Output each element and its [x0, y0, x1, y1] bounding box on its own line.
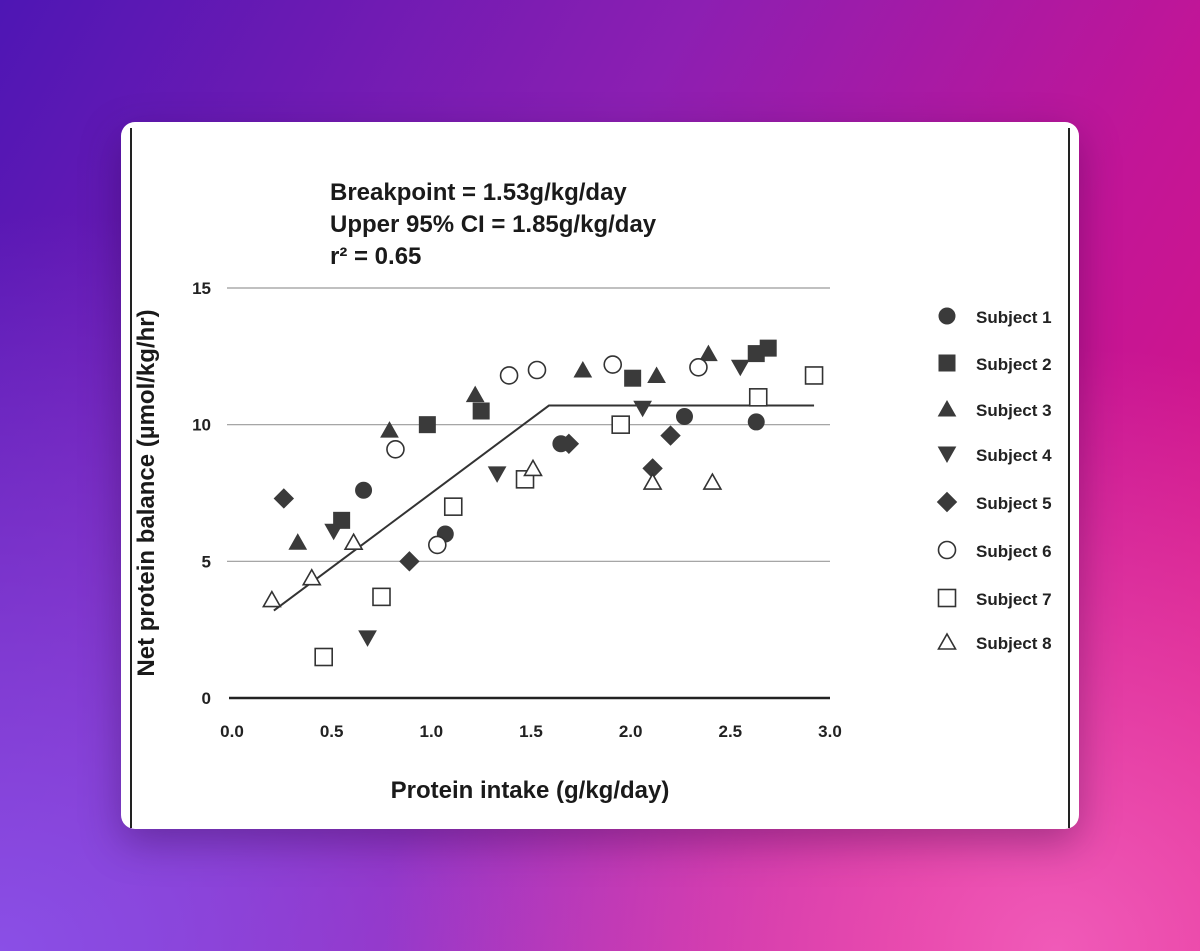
data-point-subject-5 — [399, 551, 420, 572]
legend: Subject 1 Subject 2 Subject 3 Subject 4 Subj… — [936, 307, 1052, 653]
y-tick-label: 15 — [192, 279, 211, 298]
gridlines — [227, 287, 830, 562]
data-point-subject-8 — [301, 568, 322, 586]
chart-card: Breakpoint = 1.53g/kg/day Upper 95% CI =… — [121, 122, 1079, 829]
x-tick-label: 2.5 — [719, 722, 743, 741]
data-point-subject-8 — [642, 472, 663, 490]
data-point-subject-3 — [573, 360, 593, 378]
legend-label-subject-8: Subject 8 — [976, 634, 1052, 653]
data-point-subject-4 — [324, 523, 344, 541]
y-tick-label: 10 — [192, 416, 211, 435]
y-tick-label: 0 — [202, 689, 211, 708]
data-point-subject-5 — [273, 488, 295, 509]
scatter-chart: Breakpoint = 1.53g/kg/day Upper 95% CI =… — [133, 179, 1052, 804]
data-point-subject-7 — [804, 366, 824, 385]
data-point-subject-8 — [261, 589, 282, 608]
data-point-subject-4 — [730, 359, 750, 377]
chart-title-block: Breakpoint = 1.53g/kg/day Upper 95% CI =… — [330, 179, 657, 270]
data-point-subject-1 — [675, 407, 693, 425]
breakpoint-label: Breakpoint = 1.53g/kg/day — [330, 179, 627, 206]
x-tick-label: 0.0 — [220, 722, 244, 741]
data-point-subject-1 — [747, 413, 765, 431]
r-squared-label: r² = 0.65 — [330, 243, 421, 270]
legend-marker-subject-1 — [938, 307, 956, 325]
data-point-subject-1 — [355, 481, 373, 499]
fit-line — [273, 404, 815, 612]
legend-label-subject-6: Subject 6 — [976, 542, 1052, 561]
legend-marker-subject-2 — [938, 354, 956, 372]
x-axis-ticks: 0.0 0.5 1.0 1.5 2.0 2.5 3.0 — [220, 722, 842, 741]
data-point-subject-4 — [358, 630, 377, 647]
data-points — [261, 339, 824, 667]
x-tick-label: 0.5 — [320, 722, 344, 741]
x-tick-label: 3.0 — [818, 722, 842, 741]
legend-label-subject-4: Subject 4 — [976, 446, 1052, 465]
x-axis-title: Protein intake (g/kg/day) — [391, 777, 670, 804]
data-point-subject-2 — [759, 339, 777, 357]
card-right-border — [1068, 128, 1070, 828]
y-axis-title: Net protein balance (µmol/kg/hr) — [133, 309, 160, 676]
legend-label-subject-7: Subject 7 — [976, 590, 1052, 609]
legend-marker-subject-8 — [937, 632, 957, 650]
legend-label-subject-5: Subject 5 — [976, 494, 1052, 513]
y-tick-label: 5 — [202, 552, 211, 571]
data-point-subject-7 — [748, 388, 768, 407]
data-point-subject-2 — [472, 402, 490, 420]
legend-marker-subject-3 — [937, 399, 957, 417]
data-point-subject-7 — [611, 415, 631, 434]
legend-marker-subject-5 — [936, 491, 958, 513]
upper-ci-label: Upper 95% CI = 1.85g/kg/day — [330, 211, 657, 238]
legend-label-subject-2: Subject 2 — [976, 355, 1052, 374]
fit-line-group — [273, 404, 815, 612]
data-point-subject-3 — [288, 533, 308, 550]
data-point-subject-2 — [418, 416, 436, 434]
data-point-subject-4 — [633, 400, 652, 418]
x-tick-label: 1.5 — [519, 722, 543, 741]
data-point-subject-6 — [386, 439, 405, 459]
data-point-subject-5 — [660, 425, 681, 446]
data-point-subject-6 — [689, 357, 708, 377]
data-point-subject-3 — [465, 385, 485, 403]
data-point-subject-5 — [558, 433, 580, 455]
data-point-subject-3 — [380, 421, 399, 438]
legend-marker-subject-7 — [937, 588, 957, 608]
data-point-subject-6 — [603, 355, 623, 374]
legend-marker-subject-4 — [937, 446, 957, 464]
x-tick-label: 1.0 — [420, 722, 444, 741]
data-point-subject-7 — [314, 647, 333, 667]
data-point-subject-7 — [372, 587, 391, 607]
data-point-subject-8 — [343, 532, 364, 551]
data-point-subject-4 — [487, 466, 507, 483]
card-left-border — [130, 128, 132, 828]
data-point-subject-7 — [443, 497, 463, 516]
legend-marker-subject-6 — [937, 540, 957, 560]
legend-label-subject-1: Subject 1 — [976, 308, 1052, 327]
data-point-subject-6 — [499, 366, 519, 385]
data-point-subject-3 — [699, 344, 718, 362]
y-axis-ticks: 0 5 10 15 — [192, 279, 211, 708]
data-point-subject-6 — [527, 360, 547, 380]
x-tick-label: 2.0 — [619, 722, 643, 741]
data-point-subject-3 — [647, 366, 666, 383]
legend-label-subject-3: Subject 3 — [976, 401, 1052, 420]
data-point-subject-6 — [428, 535, 447, 555]
data-point-subject-8 — [523, 458, 543, 477]
data-point-subject-2 — [624, 369, 642, 387]
data-point-subject-8 — [702, 472, 723, 490]
